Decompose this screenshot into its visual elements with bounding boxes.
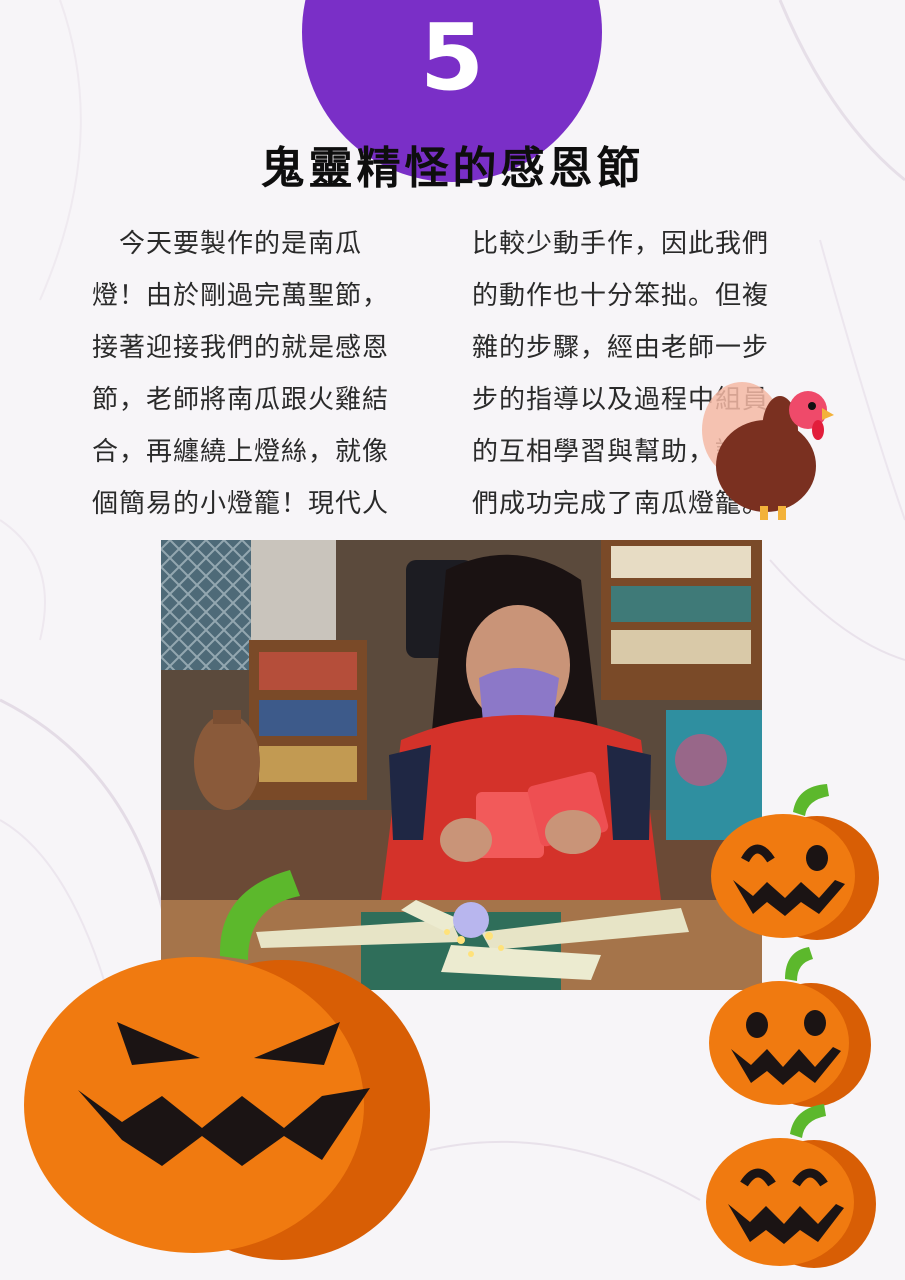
jack-o-lantern-large-icon [24,870,430,1260]
page-number: 5 [419,4,484,111]
article-column-left: 今天要製作的是南瓜 燈！由於剛過完萬聖節， 接著迎接我們的就是感恩 節，老師將南… [92,218,422,530]
article-line: 的動作也十分笨拙。但複 [472,281,770,311]
article-line: 節，老師將南瓜跟火雞結 [92,385,390,415]
article-line: 比較少動手作，因此我們 [472,229,770,259]
article-line: 接著迎接我們的就是感恩 [92,333,390,363]
article-line: 個簡易的小燈籠！現代人 [92,489,390,519]
turkey-icon [702,382,834,520]
jack-o-lantern-small-icon-3 [706,1104,876,1268]
article-line: 合，再纏繞上燈絲，就像 [92,437,390,467]
page-title: 鬼靈精怪的感恩節 [260,143,645,194]
activity-photo [161,540,762,990]
jack-o-lantern-small-icon-2 [709,947,871,1107]
article-line: 今天要製作的是南瓜 [92,229,363,259]
article-line: 燈！由於剛過完萬聖節， [92,281,390,311]
article-line: 們成功完成了南瓜燈籠。 [472,489,770,519]
article-line: 雜的步驟，經由老師一步 [472,333,770,363]
jack-o-lantern-small-icon-1 [711,784,879,940]
